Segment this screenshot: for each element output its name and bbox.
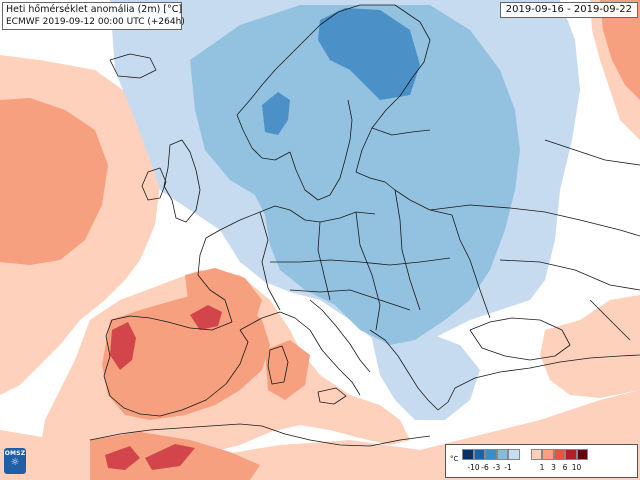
anomaly-warm-france-deep — [190, 305, 222, 330]
omsz-logo-icon: OMSZ ☼ — [4, 448, 26, 474]
border-central-2 — [317, 221, 331, 301]
legend-unit: °C — [450, 455, 459, 463]
border-east-2 — [451, 214, 491, 319]
map-title: Heti hőmérséklet anomália (2m) [°C] — [6, 4, 183, 15]
legend-swatch-warm-4 — [565, 449, 577, 460]
legend-tick-cold-4: -1 — [504, 463, 512, 472]
coast-italy-east — [309, 299, 371, 373]
anomaly-warm-atlantic-mid — [0, 98, 108, 265]
anomaly-warm-northeast-mid — [600, 0, 640, 100]
legend-tick-warm-4: 10 — [571, 463, 582, 472]
border-east-3 — [429, 204, 640, 237]
legend-swatch-cold-3 — [485, 449, 497, 460]
border-central-4 — [270, 257, 451, 266]
legend-swatch-warm-2 — [542, 449, 554, 460]
coast-iberia — [103, 315, 249, 417]
anomaly-cold-finland-deep — [318, 8, 420, 100]
map-subtitle: ECMWF 2019-09-12 00:00 UTC (+264h) — [6, 17, 185, 27]
logo-text: OMSZ — [4, 450, 26, 457]
coast-uk — [163, 139, 201, 223]
coast-sicily — [317, 387, 347, 405]
anomaly-warm-sardinia-mid — [265, 340, 310, 400]
legend-swatch-cold-4 — [496, 449, 508, 460]
coast-black-sea — [469, 317, 571, 361]
legend-tick-warm-3: 6 — [562, 463, 568, 472]
border-central-5 — [289, 289, 411, 311]
legend-tick-warm-2: 3 — [551, 463, 556, 472]
border-central-1 — [259, 211, 281, 311]
legend-swatch-cold-5 — [508, 449, 520, 460]
coast-balkans — [369, 329, 456, 411]
coast-norway-south — [236, 114, 291, 161]
coast-gulf-finland — [371, 127, 431, 136]
legend-swatch-warm-5 — [576, 449, 588, 460]
color-legend: °C -10 -6 -3 -1 1 3 6 10 — [445, 444, 638, 478]
anomaly-cold-norway-deep — [262, 92, 290, 135]
legend-tick-warm-1: 1 — [539, 463, 545, 472]
coast-france-west — [197, 237, 233, 323]
coast-turkey — [454, 354, 640, 389]
anomaly-warm-portugal-deep — [110, 322, 136, 370]
coast-continent-north — [205, 205, 376, 239]
legend-swatches — [462, 449, 588, 460]
coast-sardinia — [267, 345, 289, 385]
border-east-5 — [544, 139, 640, 166]
border-east-6 — [589, 299, 631, 341]
anomaly-warm-east — [540, 295, 640, 398]
border-east-4 — [499, 259, 640, 291]
map-title-box: Heti hőmérséklet anomália (2m) [°C] ECMW… — [2, 2, 185, 30]
border-east-1 — [394, 189, 421, 311]
border-central-3 — [355, 211, 381, 331]
anomaly-warm-algeria-deep-2 — [145, 444, 195, 470]
coast-iceland — [109, 53, 157, 79]
logo-mark: ☼ — [10, 457, 20, 468]
legend-swatch-cold-2 — [473, 449, 485, 460]
legend-tick-cold-2: -6 — [481, 463, 489, 472]
coast-sweden — [289, 99, 353, 201]
legend-swatch-warm-3 — [553, 449, 565, 460]
anomaly-warm-algeria-deep — [105, 446, 140, 470]
coastlines-and-borders — [89, 4, 640, 447]
legend-ticks: -10 -6 -3 -1 1 3 6 10 — [462, 463, 638, 475]
legend-tick-cold-3: -3 — [492, 463, 501, 472]
coast-ireland — [141, 167, 167, 201]
legend-neutral-gap — [520, 449, 531, 460]
coast-africa — [89, 423, 431, 447]
anomaly-cold-balkans-light — [370, 330, 480, 420]
coast-scandinavia — [236, 4, 431, 173]
legend-swatch-cold-1 — [462, 449, 474, 460]
forecast-period: 2019-09-16 - 2019-09-22 — [499, 2, 638, 18]
legend-swatch-warm-1 — [530, 449, 542, 460]
coast-med-north — [239, 311, 361, 396]
legend-tick-cold-1: -10 — [467, 463, 480, 472]
